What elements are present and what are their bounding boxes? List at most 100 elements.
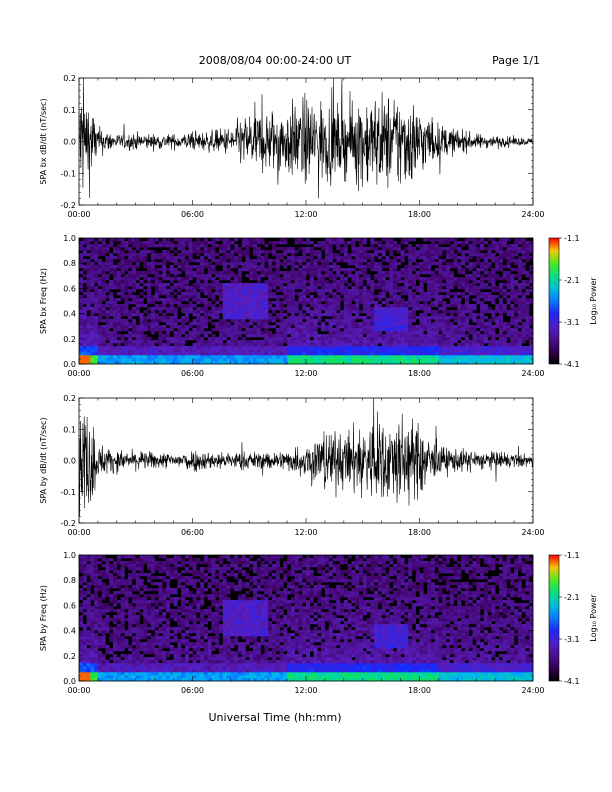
heatmap-cell [385, 310, 390, 314]
heatmap-cell [116, 636, 121, 640]
heatmap-cell [423, 349, 428, 353]
heatmap-cell [101, 346, 106, 350]
heatmap-cell [468, 325, 473, 329]
heatmap-cell [415, 316, 420, 320]
heatmap-cell [211, 352, 216, 356]
heatmap-cell [324, 340, 329, 344]
heatmap-cell [79, 579, 84, 583]
heatmap-cell [97, 334, 102, 338]
heatmap-cell [449, 331, 454, 335]
heatmap-cell [113, 591, 118, 595]
heatmap-cell [200, 310, 205, 314]
heatmap-cell [166, 334, 171, 338]
heatmap-cell [411, 325, 417, 329]
heatmap-cell [457, 352, 462, 356]
heatmap-cell [264, 289, 269, 293]
heatmap-cell [302, 346, 307, 350]
heatmap-cell [385, 241, 390, 245]
heatmap-cell [120, 253, 125, 257]
heatmap-cell [302, 343, 307, 347]
heatmap-cell [332, 331, 337, 335]
heatmap-cell [192, 271, 197, 275]
heatmap-cell [302, 316, 307, 320]
heatmap-cell [113, 618, 118, 622]
heatmap-cell [215, 361, 220, 365]
heatmap-cell [415, 304, 420, 308]
heatmap-cell [82, 600, 87, 604]
heatmap-cell [97, 238, 102, 242]
heatmap-cell [147, 295, 152, 299]
heatmap-cell [203, 304, 208, 308]
heatmap-cell [385, 352, 390, 356]
heatmap-cell [287, 274, 292, 278]
heatmap-cell [374, 361, 379, 365]
heatmap-cell [135, 358, 140, 362]
heatmap-cell [457, 292, 462, 296]
heatmap-cell [279, 355, 284, 359]
heatmap-cell [483, 253, 488, 257]
heatmap-cell [147, 337, 152, 341]
heatmap-cell [79, 325, 84, 329]
heatmap-cell [196, 271, 201, 275]
heatmap-cell [184, 244, 190, 248]
heatmap-cell [498, 256, 504, 260]
heatmap-cell [211, 244, 216, 248]
heatmap-cell [94, 310, 99, 314]
heatmap-cell [120, 660, 125, 664]
heatmap-cell [154, 358, 159, 362]
heatmap-cell [245, 301, 250, 305]
heatmap-cell [90, 319, 95, 323]
panel-3-trace [78, 397, 534, 517]
heatmap-cell [147, 292, 152, 296]
heatmap-cell [464, 361, 469, 365]
heatmap-cell [82, 298, 87, 302]
x-tick-label: 00:00 [67, 369, 90, 378]
heatmap-cell [222, 319, 227, 323]
y-axis-label: SPA bx Freq (Hz) [39, 268, 48, 334]
heatmap-cell [173, 250, 178, 254]
heatmap-cell [294, 334, 299, 338]
heatmap-cell [90, 642, 95, 646]
heatmap-cell [521, 316, 526, 320]
heatmap-cell [483, 355, 488, 359]
heatmap-cell [207, 304, 212, 308]
heatmap-cell [404, 277, 409, 281]
heatmap-cell [120, 280, 125, 284]
heatmap-cell [328, 310, 333, 314]
heatmap-cell [438, 322, 443, 326]
heatmap-cell [222, 244, 227, 248]
heatmap-cell [332, 265, 337, 269]
heatmap-cell [139, 271, 144, 275]
heatmap-cell [408, 331, 413, 335]
heatmap-cell [389, 319, 394, 323]
heatmap-cell [502, 289, 507, 293]
heatmap-cell [442, 295, 447, 299]
heatmap-cell [154, 352, 159, 356]
heatmap-cell [234, 322, 239, 326]
heatmap-cell [358, 256, 364, 260]
heatmap-cell [495, 346, 500, 350]
heatmap-cell [328, 313, 333, 317]
heatmap-cell [86, 346, 91, 350]
heatmap-cell [313, 337, 318, 341]
heatmap-cell [290, 343, 295, 347]
heatmap-cell [249, 313, 254, 317]
heatmap-cell [415, 256, 420, 260]
heatmap-cell [468, 274, 473, 278]
heatmap-cell [377, 358, 382, 362]
heatmap-cell [154, 274, 159, 278]
heatmap-cell [306, 319, 311, 323]
heatmap-cell [203, 265, 208, 269]
heatmap-cell [166, 328, 171, 332]
heatmap-cell [177, 361, 182, 365]
heatmap-cell [105, 630, 110, 634]
heatmap-cell [131, 310, 137, 314]
heatmap-cell [324, 241, 329, 245]
heatmap-cell [525, 331, 530, 335]
heatmap-cell [495, 340, 500, 344]
heatmap-cell [207, 289, 212, 293]
heatmap-cell [82, 624, 87, 628]
heatmap-cell [476, 325, 481, 329]
heatmap-cell [521, 307, 526, 311]
heatmap-cell [128, 606, 133, 610]
